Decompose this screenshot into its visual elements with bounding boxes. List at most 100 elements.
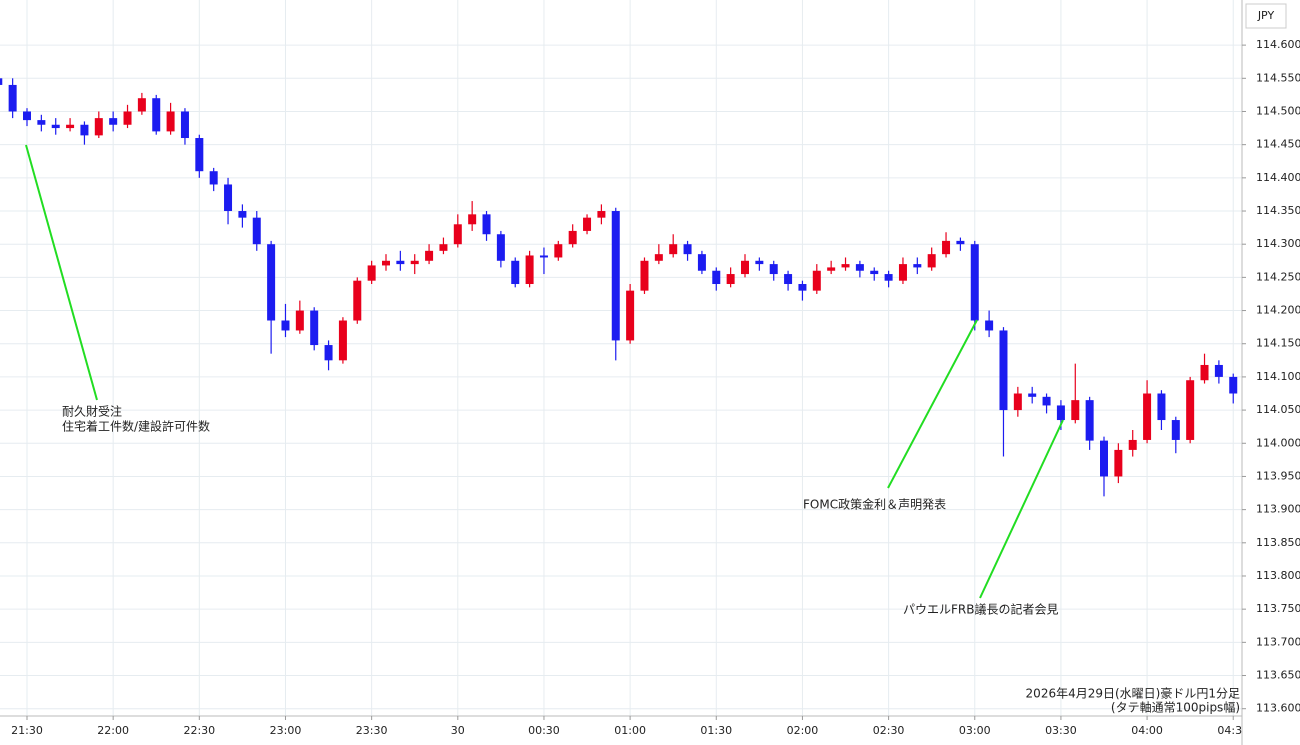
candle-body bbox=[1042, 396, 1051, 406]
candle-body bbox=[985, 320, 994, 331]
annotation-pointer bbox=[887, 319, 978, 489]
x-tick-label: 02:00 bbox=[787, 724, 819, 737]
candle-body bbox=[525, 255, 534, 285]
y-tick-label: 114.350 bbox=[1256, 204, 1300, 217]
candle-body bbox=[1100, 440, 1108, 477]
y-tick-label: 114.100 bbox=[1256, 370, 1300, 383]
candle-body bbox=[597, 211, 606, 218]
candle-body bbox=[1200, 364, 1209, 381]
y-tick-label: 114.150 bbox=[1256, 337, 1300, 350]
candle-body bbox=[697, 254, 706, 271]
annotation: FOMC政策金利＆声明発表 bbox=[803, 497, 946, 512]
y-tick-label: 113.700 bbox=[1256, 635, 1300, 648]
candle-body bbox=[166, 111, 175, 132]
candle-body bbox=[482, 214, 491, 235]
candle-body bbox=[712, 270, 721, 285]
candle-body bbox=[338, 320, 347, 361]
candle-body bbox=[80, 124, 89, 136]
candle-body bbox=[855, 264, 864, 271]
y-axis: JPY 113.600 113.650 113.700 113.750 113.800 1… bbox=[1241, 0, 1300, 745]
candle-body bbox=[1143, 393, 1152, 440]
y-tick-label: 114.000 bbox=[1256, 436, 1300, 449]
x-tick-label: 22:00 bbox=[97, 724, 129, 737]
x-tick-label: 03:00 bbox=[959, 724, 991, 737]
candle-body bbox=[295, 310, 304, 331]
candle-body bbox=[1157, 393, 1166, 421]
candle-body bbox=[453, 224, 462, 245]
candle-body bbox=[1128, 439, 1137, 450]
candle-body bbox=[180, 111, 189, 139]
candle-body bbox=[554, 244, 563, 258]
candle-body bbox=[1071, 400, 1080, 421]
candle-body bbox=[252, 217, 261, 245]
candle-body bbox=[496, 234, 505, 261]
candle-body bbox=[425, 250, 434, 261]
candle-body bbox=[511, 260, 520, 285]
currency-box bbox=[1245, 3, 1287, 29]
y-tick-label: 114.300 bbox=[1256, 237, 1300, 250]
annotations: 耐久財受注 住宅着工件数/建設許可件数 FOMC政策金利＆声明発表 パウエルFR… bbox=[25, 144, 1240, 715]
candle-body bbox=[970, 244, 979, 321]
candle-body bbox=[1056, 405, 1065, 421]
candle-body bbox=[1229, 376, 1238, 394]
candle-body bbox=[468, 214, 477, 225]
x-tick-label: 21:30 bbox=[11, 724, 43, 737]
footnote: (タテ軸通常100pips幅) bbox=[1111, 700, 1240, 715]
y-tick-label: 113.600 bbox=[1256, 702, 1300, 715]
candle-body bbox=[927, 254, 936, 268]
candle-body bbox=[898, 264, 907, 281]
x-tick-label: 00:30 bbox=[528, 724, 560, 737]
candle-body bbox=[51, 124, 60, 129]
candle-body bbox=[669, 244, 678, 255]
candle-body bbox=[209, 171, 218, 185]
candle-body bbox=[1186, 380, 1195, 440]
candle-body bbox=[1085, 400, 1094, 441]
candle-body bbox=[396, 260, 405, 265]
candle-body bbox=[23, 111, 31, 121]
y-tick-label: 114.400 bbox=[1256, 171, 1300, 184]
y-axis-panel bbox=[1242, 0, 1300, 745]
candle-body bbox=[66, 124, 75, 129]
candle-body bbox=[152, 98, 161, 132]
candle-body bbox=[137, 98, 146, 112]
candle-body bbox=[382, 260, 390, 266]
x-tick-label: 01:00 bbox=[614, 724, 646, 737]
grid bbox=[0, 0, 1242, 716]
candle-body bbox=[238, 211, 247, 218]
candle-body bbox=[195, 138, 204, 172]
candle-body bbox=[224, 184, 233, 212]
y-tick-label: 114.050 bbox=[1256, 403, 1300, 416]
candle-body bbox=[1013, 393, 1022, 411]
candle-body bbox=[884, 274, 893, 281]
candle-body bbox=[367, 265, 376, 281]
annotation: 耐久財受注 bbox=[62, 404, 122, 419]
candle-body bbox=[942, 240, 951, 255]
candle-body bbox=[683, 244, 692, 255]
candle-body bbox=[324, 345, 333, 361]
x-tick-label: 22:30 bbox=[183, 724, 215, 737]
candle-body bbox=[812, 270, 821, 291]
candle-body bbox=[267, 244, 276, 321]
candle-body bbox=[94, 118, 103, 136]
candle-body bbox=[827, 267, 836, 271]
y-tick-label: 114.500 bbox=[1256, 104, 1300, 117]
x-tick-label: 03:30 bbox=[1045, 724, 1077, 737]
candle-body bbox=[1171, 420, 1180, 440]
candle-body bbox=[611, 211, 620, 341]
y-tick-label: 114.200 bbox=[1256, 304, 1300, 317]
candle-body bbox=[37, 120, 46, 125]
candle-body bbox=[769, 264, 778, 275]
candle-body bbox=[568, 230, 577, 245]
x-tick-label: 30 bbox=[451, 724, 465, 737]
candle-body bbox=[726, 274, 735, 285]
x-tick-label: 02:30 bbox=[873, 724, 905, 737]
candle-body bbox=[410, 260, 419, 265]
candle-body bbox=[0, 78, 3, 85]
currency-label: JPY bbox=[1257, 9, 1275, 22]
candle-body bbox=[1214, 364, 1223, 377]
candle-body bbox=[999, 330, 1008, 411]
x-axis: 21:30 22:00 22:30 23:00 23:30 30 00:30 01:00 01:… bbox=[0, 715, 1249, 737]
x-tick-label: 23:30 bbox=[356, 724, 388, 737]
